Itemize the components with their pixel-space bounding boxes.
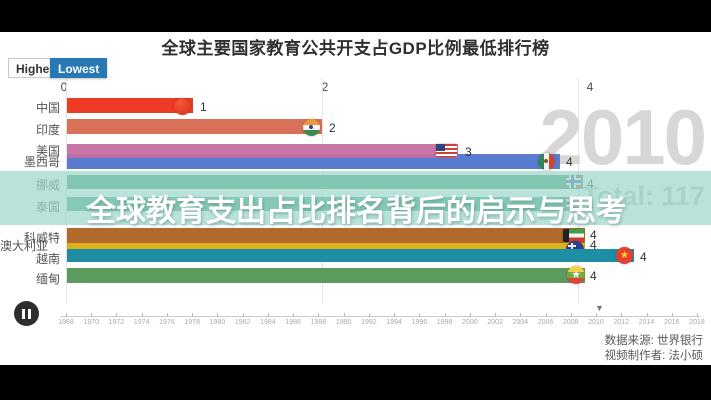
bottom-letterbox-bar [0, 365, 711, 400]
timeline-year-label: 1976 [159, 319, 175, 326]
timeline-year-label: 1992 [361, 319, 377, 326]
timeline-tick [671, 313, 673, 317]
timeline-year-label: 2012 [613, 319, 630, 326]
bar-china [67, 98, 193, 113]
bar-value-kuwait: 4 [590, 228, 597, 242]
bar-australia [67, 243, 585, 249]
timeline-tick [394, 313, 396, 317]
country-label-kuwait: 科威特 [23, 231, 60, 245]
timeline-tick [66, 313, 67, 317]
timeline-tick [596, 313, 598, 317]
timeline-year-label: 1972 [108, 319, 125, 326]
timeline-tick [697, 313, 698, 317]
timeline-tick [166, 313, 168, 317]
creator-credit: 视频制作者: 法小硕 [604, 350, 703, 362]
timeline-tick [495, 313, 497, 317]
china-flag-icon [174, 98, 191, 115]
timeline-year-label: 2000 [462, 319, 478, 326]
bar-india [67, 119, 322, 134]
myanmar-flag-icon [567, 266, 585, 284]
timeline-year-label: 1982 [234, 319, 251, 326]
country-label-australia: 澳大利亚 [0, 239, 48, 253]
top-letterbox-bar [0, 0, 711, 32]
country-label-mexico: 墨西哥 [23, 155, 60, 169]
timeline-year-label: 2018 [689, 319, 705, 326]
timeline-tick [419, 313, 421, 317]
usa-flag-icon [436, 144, 457, 157]
timeline-tick [570, 313, 572, 317]
bar-value-usa: 3 [465, 145, 472, 159]
bar-value-mexico: 4 [566, 155, 573, 169]
india-flag-icon [303, 119, 320, 136]
bar-usa [67, 144, 458, 158]
pause-button[interactable] [14, 301, 39, 326]
timeline-year-label: 1978 [184, 319, 200, 326]
bar-value-china: 1 [200, 100, 207, 114]
bar-myanmar [67, 268, 585, 283]
timeline-tick [646, 313, 648, 317]
timeline-year-label: 1970 [83, 319, 100, 326]
kuwait-flag-icon [563, 229, 584, 242]
timeline-tick [293, 313, 295, 317]
timeline-tick [91, 313, 93, 317]
vietnam-flag-icon [616, 247, 633, 264]
timeline-year-label: 2016 [663, 319, 680, 326]
bar-value-vietnam: 4 [640, 250, 647, 264]
bar-value-australia: 4 [590, 238, 597, 252]
country-label-myanmar: 缅甸 [35, 272, 60, 286]
timeline-tick [545, 313, 547, 317]
timeline-tick [242, 313, 244, 317]
timeline-tick [141, 313, 143, 317]
bar-value-india: 2 [329, 121, 336, 135]
timeline-tick [267, 313, 269, 317]
timeline-year-label: 1986 [285, 319, 301, 326]
caption-banner [0, 171, 711, 225]
timeline-year-label: 1996 [411, 319, 428, 326]
timeline-marker-icon[interactable]: ▼ [595, 303, 604, 313]
data-source-credit: 数据来源: 世界银行 [604, 335, 703, 347]
timeline-year-label: 2008 [563, 319, 579, 326]
timeline-year-label: 1990 [335, 319, 352, 326]
timeline-year-label: 1988 [310, 319, 327, 326]
timeline-year-label: 2014 [638, 319, 655, 326]
timeline-axis[interactable] [60, 316, 700, 317]
x-axis-tick-0: 0 [60, 80, 68, 94]
current-year-display: 2010 [539, 93, 707, 181]
country-label-china: 中国 [35, 101, 60, 115]
x-axis-tick-4: 4 [586, 80, 594, 94]
lowest-toggle-button[interactable]: Lowest [50, 58, 108, 78]
timeline-tick [469, 313, 471, 317]
country-label-usa: 美国 [35, 144, 60, 158]
timeline-year-label: 1984 [260, 319, 276, 326]
timeline-tick [343, 313, 345, 317]
timeline-tick [621, 313, 623, 317]
timeline-tick [318, 313, 320, 317]
timeline-year-label: 1994 [386, 319, 402, 326]
country-label-india: 印度 [35, 123, 60, 137]
timeline-tick [444, 313, 446, 317]
bar-kuwait [67, 228, 585, 243]
timeline-year-label: 1998 [436, 319, 453, 326]
country-label-vietnam: 越南 [35, 252, 60, 266]
timeline-year-label: 1980 [209, 319, 226, 326]
timeline-tick [520, 313, 522, 317]
timeline-tick [116, 313, 118, 317]
mexico-flag-icon [538, 153, 555, 170]
timeline-year-label: 2006 [537, 319, 554, 326]
timeline-year-label: 2004 [512, 319, 529, 326]
x-axis-tick-2: 2 [321, 80, 329, 94]
timeline-year-label: 1968 [58, 319, 74, 326]
caption-banner-text: 全球教育支出占比排名背后的启示与思考 [86, 195, 626, 228]
timeline-year-label: 1974 [133, 319, 150, 326]
bar-vietnam [67, 249, 634, 262]
timeline-tick [368, 313, 370, 317]
timeline-year-label: 2002 [487, 319, 503, 326]
timeline-year-label: 2010 [588, 319, 604, 326]
timeline-tick [192, 313, 194, 317]
timeline-tick [217, 313, 219, 317]
page-title: 全球主要国家教育公共开支占GDP比例最低排行榜 [161, 39, 550, 58]
bar-value-myanmar: 4 [590, 269, 597, 283]
